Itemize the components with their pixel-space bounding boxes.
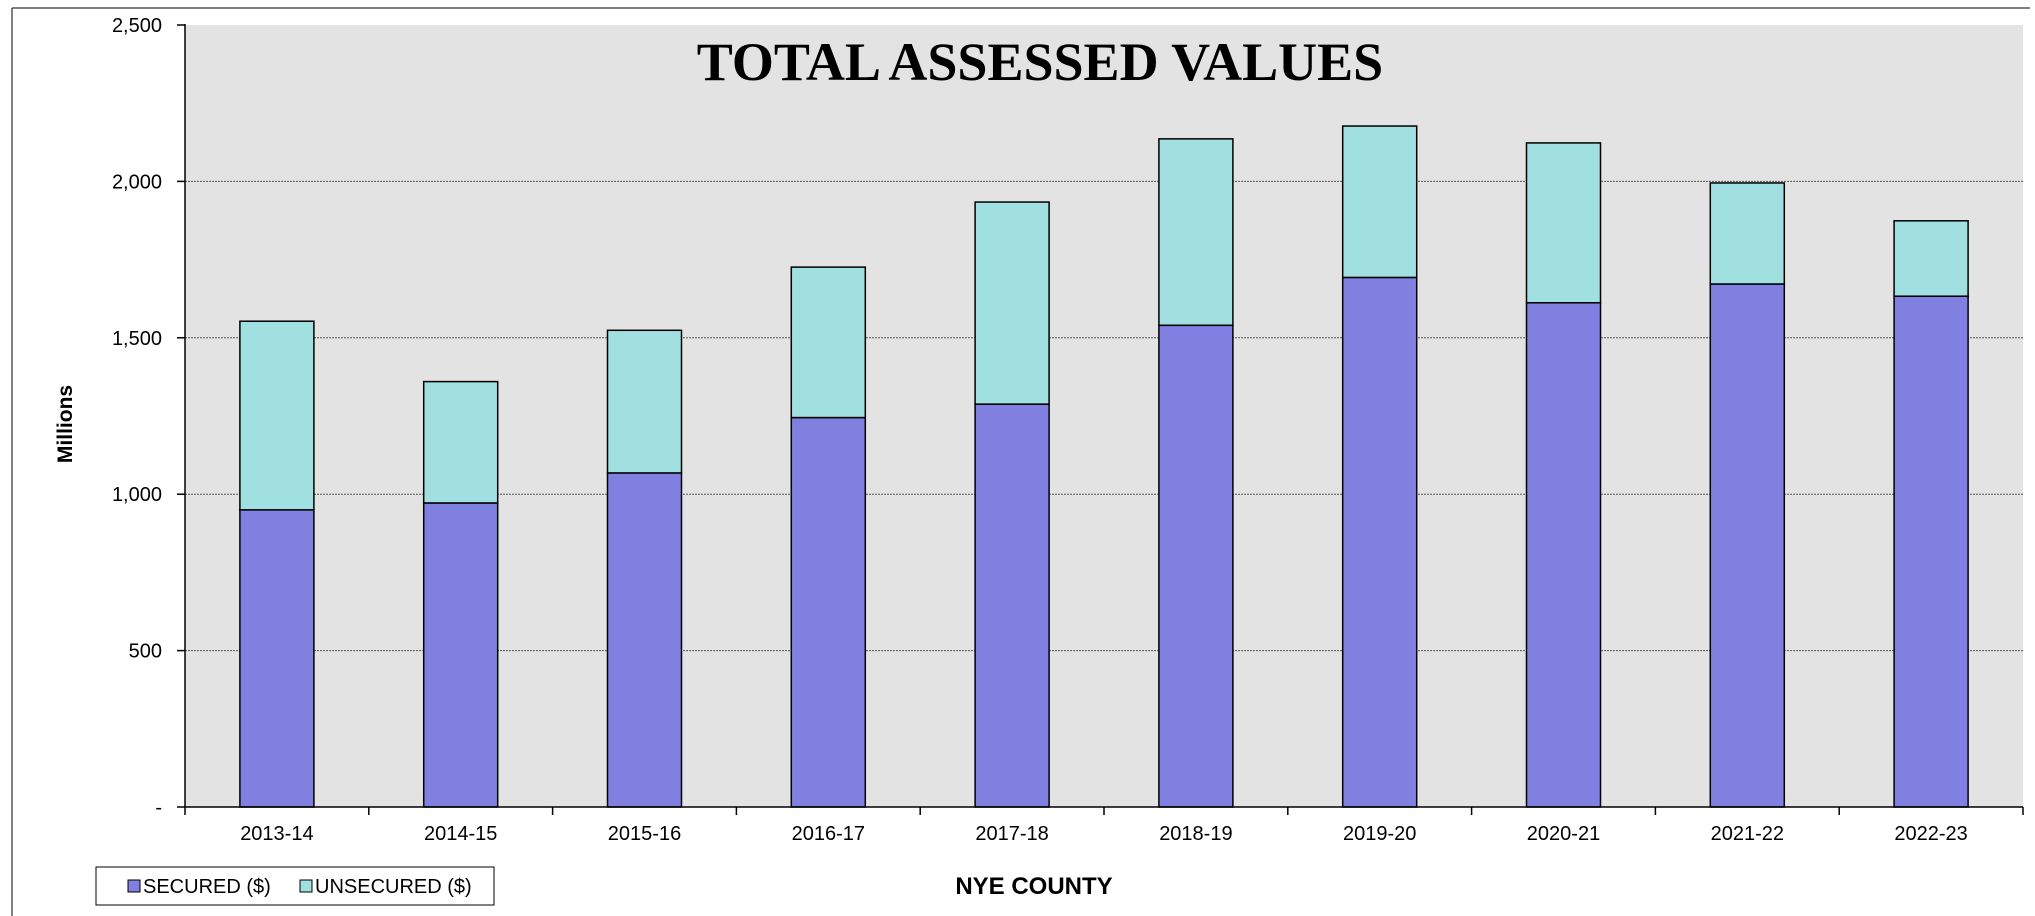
bar-secured-2020-21 [1525,302,1602,808]
bar-unsecured-2018-19 [1158,138,1234,327]
y-tick-labels: - 500 1,000 1,500 2,000 2,500 [112,15,162,819]
bar-unsecured-2022-23 [1893,220,1969,297]
y-tick-label-0: - [155,797,162,819]
y-tick-label-4: 2,000 [112,171,162,193]
x-tick-label-2021-22: 2021-22 [1711,823,1784,845]
legend-box [95,866,495,906]
legend-label-unsecured: UNSECURED ($) [315,876,472,898]
y-tick-label-3: 1,500 [112,328,162,350]
bar-unsecured-2014-15 [422,380,499,504]
bar-unsecured-2016-17 [790,266,867,419]
legend-label-secured: SECURED ($) [143,876,271,898]
x-tick-label-2022-23: 2022-23 [1894,823,1967,845]
legend: SECURED ($) UNSECURED ($) [95,866,495,906]
bar-secured-2019-20 [1341,276,1418,808]
bar-secured-2017-18 [974,403,1050,808]
y-axis-title: Millions [54,385,77,463]
legend-swatch-secured [127,879,141,893]
x-tick-label-2017-18: 2017-18 [975,823,1048,845]
bar-unsecured-2013-14 [239,320,315,511]
bar-unsecured-2021-22 [1709,182,1786,285]
x-axis-title: NYE COUNTY [955,873,1112,900]
bar-secured-2022-23 [1893,295,1969,808]
bar-secured-2014-15 [422,502,499,808]
bar-secured-2016-17 [790,416,867,808]
chart-title: TOTAL ASSESSED VALUES [697,32,1383,92]
y-tick-label-5: 2,500 [112,15,162,37]
bar-secured-2018-19 [1158,324,1234,808]
y-tick-label-1: 500 [129,641,162,663]
x-tick-label-2015-16: 2015-16 [608,823,681,845]
axes [177,24,2024,815]
bar-unsecured-2020-21 [1525,142,1602,304]
bar-unsecured-2015-16 [606,329,683,474]
x-tick-label-2016-17: 2016-17 [792,823,865,845]
legend-swatch-unsecured [299,879,313,893]
y-tick-label-2: 1,000 [112,484,162,506]
x-tick-label-2013-14: 2013-14 [240,823,313,845]
bar-unsecured-2019-20 [1341,125,1418,279]
bar-unsecured-2017-18 [974,201,1050,405]
x-tick-label-2018-19: 2018-19 [1159,823,1232,845]
bar-secured-2021-22 [1709,283,1786,808]
x-tick-labels: 2013-14 2014-15 2015-16 2016-17 2017-18 2018-… [240,823,1968,845]
x-tick-label-2019-20: 2019-20 [1343,823,1416,845]
x-tick-label-2014-15: 2014-15 [424,823,497,845]
x-tick-label-2020-21: 2020-21 [1527,823,1600,845]
bar-secured-2013-14 [239,509,315,808]
bar-secured-2015-16 [606,472,683,808]
bars [239,125,1969,808]
